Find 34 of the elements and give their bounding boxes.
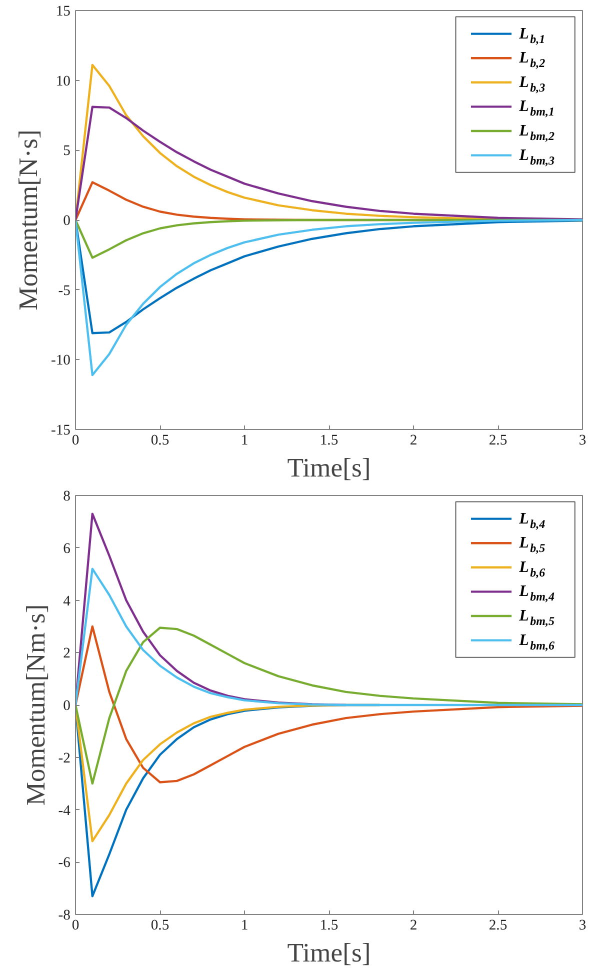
x-tick-label: 0.5 — [150, 918, 170, 934]
line-series — [76, 218, 582, 334]
x-tick-label: 3 — [578, 918, 586, 934]
x-tick-label: 2 — [410, 918, 418, 934]
line-series — [76, 218, 582, 376]
y-axis-title: Momentum[Nm·s] — [20, 604, 50, 806]
x-tick-label: 2.5 — [488, 918, 508, 934]
y-tick-label: 8 — [63, 488, 70, 504]
y-tick-label: 6 — [63, 540, 70, 557]
y-axis-title: Momentum[N·s] — [12, 130, 43, 310]
x-tick-label: 1.5 — [320, 432, 338, 448]
x-axis-title: Time[s] — [287, 452, 371, 482]
y-tick-label: 4 — [63, 593, 72, 610]
y-tick-label: -8 — [58, 908, 71, 924]
y-tick-label: -15 — [50, 422, 71, 438]
y-tick-label: 0 — [63, 698, 70, 714]
y-tick-label: 2 — [63, 646, 70, 662]
y-tick-label: -4 — [58, 802, 72, 819]
y-tick-label: 0 — [63, 213, 70, 229]
x-tick-label: 2.5 — [488, 432, 508, 448]
y-tick-label: -10 — [50, 352, 71, 369]
y-tick-label: 5 — [63, 143, 70, 160]
x-tick-label: 0.5 — [150, 432, 170, 448]
x-tick-label: 2 — [410, 432, 418, 448]
y-tick-label: -6 — [58, 855, 71, 872]
x-tick-label: 1 — [240, 432, 248, 448]
y-tick-label: 15 — [56, 4, 70, 20]
x-axis-title: Time[s] — [287, 938, 371, 968]
y-tick-label: -2 — [58, 750, 71, 766]
y-tick-label: -5 — [58, 282, 71, 299]
x-tick-label: 3 — [578, 432, 586, 448]
x-tick-label: 1.5 — [320, 918, 338, 934]
y-tick-label: 10 — [56, 73, 70, 90]
x-tick-label: 1 — [240, 918, 248, 934]
